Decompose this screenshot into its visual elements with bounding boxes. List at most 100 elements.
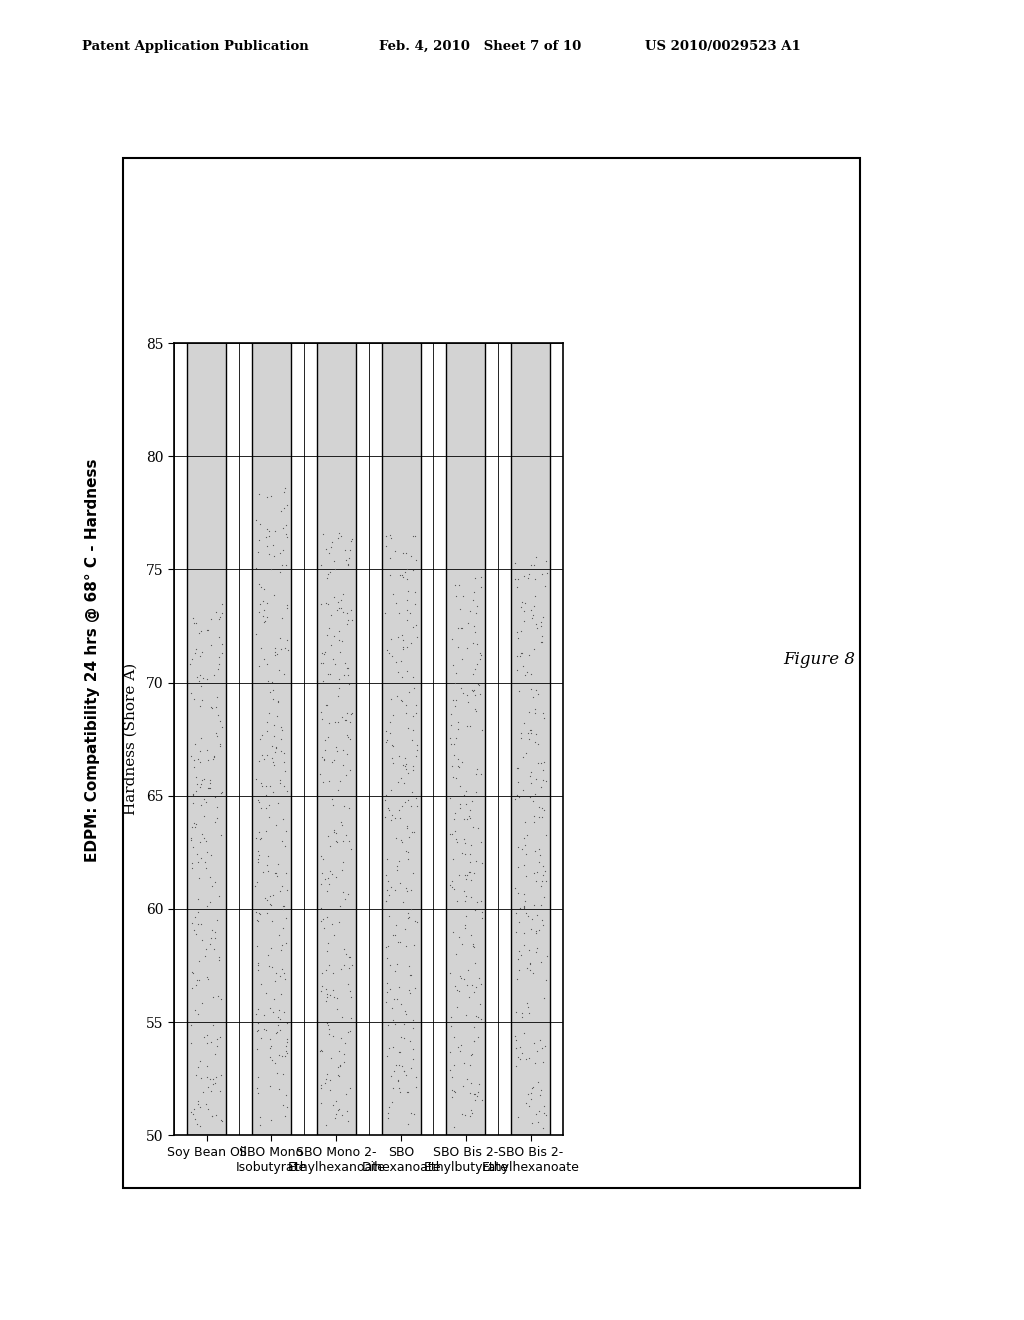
Point <box>465 933 481 954</box>
Point <box>474 719 490 741</box>
Point <box>271 561 288 582</box>
Point <box>468 763 484 784</box>
Point <box>248 557 264 578</box>
Point <box>270 1078 287 1100</box>
Point <box>258 888 274 909</box>
Point <box>336 954 352 975</box>
Point <box>267 638 284 659</box>
Point <box>382 722 398 743</box>
Point <box>538 824 554 845</box>
Point <box>380 1107 396 1129</box>
Point <box>409 795 425 816</box>
Point <box>409 549 425 570</box>
Point <box>514 1043 530 1064</box>
Point <box>257 887 273 908</box>
Y-axis label: Hardness (Shore A): Hardness (Shore A) <box>124 663 137 816</box>
Point <box>211 653 227 675</box>
Point <box>393 993 410 1014</box>
Point <box>404 781 421 803</box>
Point <box>334 631 350 652</box>
Point <box>382 524 398 545</box>
Point <box>275 917 292 939</box>
Point <box>528 861 545 882</box>
Point <box>531 1030 548 1051</box>
Point <box>202 867 218 888</box>
Point <box>447 727 464 748</box>
Point <box>251 845 267 866</box>
Point <box>211 626 227 647</box>
Point <box>385 752 401 774</box>
Point <box>248 902 264 923</box>
Point <box>341 546 357 568</box>
Point <box>203 697 219 718</box>
Point <box>407 594 423 615</box>
Point <box>260 845 276 866</box>
Point <box>380 1014 396 1035</box>
Point <box>273 1045 290 1067</box>
Point <box>399 1113 416 1134</box>
Point <box>526 554 543 576</box>
Point <box>273 717 290 738</box>
Point <box>395 566 412 587</box>
Point <box>202 891 218 912</box>
Point <box>522 599 539 620</box>
Point <box>387 879 403 900</box>
Point <box>380 1102 396 1123</box>
Point <box>273 983 290 1005</box>
Point <box>264 911 281 932</box>
Point <box>457 891 473 912</box>
Point <box>403 796 420 817</box>
Point <box>314 642 331 663</box>
Point <box>443 1007 460 1028</box>
Point <box>330 591 346 612</box>
Point <box>265 751 282 772</box>
Point <box>267 1052 284 1073</box>
Point <box>259 653 275 675</box>
Point <box>530 797 547 818</box>
Point <box>536 987 552 1008</box>
Point <box>398 694 415 715</box>
Point <box>184 977 201 998</box>
Point <box>396 1027 413 1048</box>
Point <box>214 634 230 655</box>
Point <box>393 829 410 850</box>
Point <box>212 710 228 731</box>
Point <box>385 1010 401 1031</box>
Point <box>335 755 351 776</box>
Point <box>279 932 295 953</box>
Point <box>274 517 291 539</box>
Point <box>248 510 264 531</box>
Point <box>263 1036 280 1057</box>
Point <box>379 948 395 969</box>
Point <box>530 684 547 705</box>
Point <box>186 907 203 928</box>
Point <box>183 746 200 767</box>
Point <box>323 536 339 557</box>
Point <box>445 1027 462 1048</box>
Point <box>335 602 351 623</box>
Point <box>316 917 333 939</box>
Point <box>449 832 465 853</box>
Point <box>463 925 479 946</box>
Point <box>452 1040 468 1061</box>
Point <box>332 770 348 791</box>
Point <box>443 1086 460 1107</box>
Point <box>391 1041 408 1063</box>
Point <box>203 609 219 630</box>
Point <box>535 1051 551 1072</box>
Point <box>334 814 350 836</box>
Point <box>279 630 295 651</box>
Point <box>394 638 411 659</box>
Point <box>518 743 535 764</box>
Point <box>404 1018 421 1039</box>
Point <box>252 593 268 614</box>
Point <box>266 989 283 1010</box>
Point <box>509 837 525 858</box>
Point <box>317 593 334 614</box>
Point <box>398 636 415 657</box>
Point <box>510 948 526 969</box>
Point <box>335 882 351 903</box>
Point <box>249 998 265 1019</box>
Point <box>318 978 335 999</box>
Point <box>454 842 470 863</box>
